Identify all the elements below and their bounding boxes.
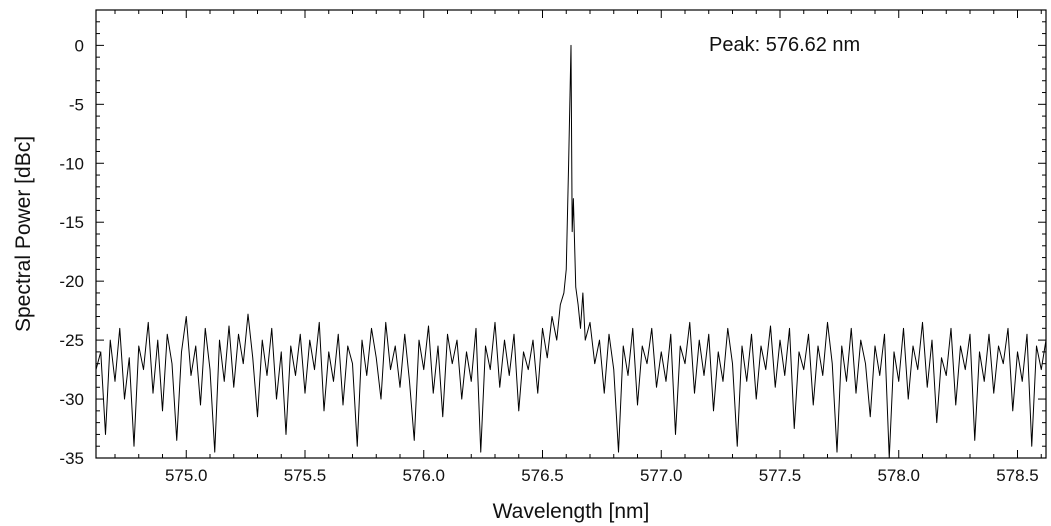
x-tick-label: 578.0 <box>877 466 920 485</box>
x-tick-label: 575.0 <box>165 466 208 485</box>
y-tick-label: -20 <box>59 272 84 291</box>
y-tick-label: -15 <box>59 213 84 232</box>
y-axis-title: Spectral Power [dBc] <box>12 136 35 332</box>
y-tick-label: -30 <box>59 390 84 409</box>
y-axis-ticks: 0 -5 -10 -15 -20 -25 -30 -35 <box>59 9 1046 468</box>
x-tick-label: 577.0 <box>640 466 683 485</box>
y-tick-label: -10 <box>59 154 84 173</box>
x-axis-ticks: 575.0 575.5 576.0 576.5 577.0 577.5 578.0 578.5 <box>114 10 1042 485</box>
peak-annotation: Peak: 576.62 nm <box>709 34 860 56</box>
spectrum-series-line <box>96 44 1046 458</box>
x-tick-label: 576.5 <box>521 466 564 485</box>
x-tick-label: 576.0 <box>402 466 445 485</box>
y-tick-label: -25 <box>59 331 84 350</box>
x-axis-title: Wavelength [nm] <box>493 500 650 523</box>
x-tick-label: 575.5 <box>284 466 327 485</box>
y-tick-label: -5 <box>69 95 84 114</box>
x-tick-label: 577.5 <box>759 466 802 485</box>
y-tick-label: -35 <box>59 449 84 468</box>
data-layer <box>96 44 1046 458</box>
x-tick-label: 578.5 <box>996 466 1039 485</box>
y-tick-label: 0 <box>75 36 84 55</box>
